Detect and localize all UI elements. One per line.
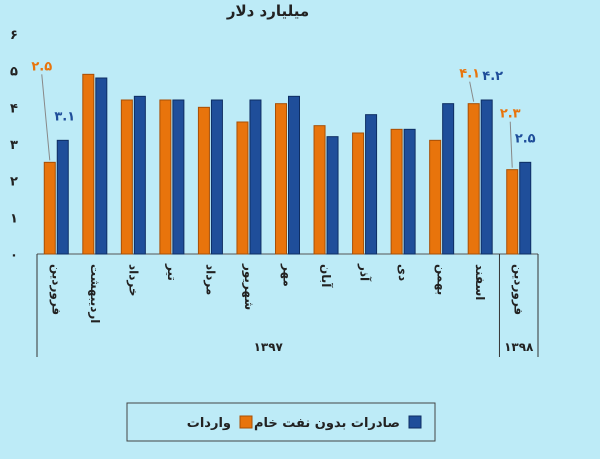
bar-imports	[275, 103, 287, 255]
category-label: آذر	[358, 263, 373, 282]
bar-imports	[82, 73, 95, 255]
group-labels: ۱۳۹۷ ۱۳۹۸	[36, 254, 539, 357]
category-label: مهر	[281, 263, 295, 287]
y-tick-label: ۶	[10, 28, 18, 43]
axes: ۰ ۱ ۲ ۳ ۴ ۵ ۶	[10, 28, 538, 263]
category-label: آبان	[319, 264, 334, 288]
bar-imports	[43, 161, 56, 255]
data-labels: ۲.۵ ۳.۱ ۴.۱ ۴.۲ ۲.۳ ۲.۵	[31, 59, 536, 168]
data-label: ۳.۱	[54, 109, 75, 124]
bar-exports	[442, 103, 455, 255]
bar-exports	[403, 128, 416, 255]
bar-exports	[326, 136, 339, 255]
legend-label: واردات	[187, 416, 231, 431]
y-tick-label: ۲	[10, 175, 18, 190]
bars	[43, 73, 532, 255]
y-tick-label: ۴	[10, 101, 18, 116]
data-label: ۴.۱	[459, 67, 480, 82]
bar-imports	[313, 125, 326, 255]
bar-exports	[365, 114, 378, 255]
bar-imports	[197, 106, 210, 255]
bar-exports	[56, 139, 69, 255]
group-label: ۱۳۹۸	[504, 340, 534, 354]
legend-swatch	[239, 415, 253, 429]
bar-exports	[133, 95, 146, 255]
bar-exports	[480, 99, 493, 255]
category-label: مرداد	[203, 264, 217, 295]
category-label: اسفند	[473, 264, 487, 300]
y-tick-label: ۰	[10, 248, 18, 263]
bar-imports	[120, 99, 133, 255]
legend-swatch	[408, 415, 422, 429]
label-leader-line	[41, 74, 51, 161]
bar-exports	[519, 161, 532, 255]
group-label: ۱۳۹۷	[254, 340, 284, 354]
bar-exports	[95, 77, 108, 255]
label-leader-line	[509, 121, 513, 168]
category-label: اردیبهشت	[88, 264, 102, 323]
category-labels: فروردین اردیبهشت خرداد تیر مرداد شهریور مهر آبا…	[48, 263, 525, 323]
legend-box	[126, 402, 436, 442]
category-label: بهمن	[435, 264, 449, 295]
bar-imports	[390, 128, 403, 255]
data-label: ۲.۵	[31, 59, 52, 74]
label-leader-line	[469, 81, 475, 102]
bar-exports	[210, 99, 223, 255]
y-tick-label: ۳	[10, 138, 18, 153]
category-label: فروردین	[48, 264, 63, 315]
bar-exports	[249, 99, 262, 255]
legend-label: صادرات بدون نفت خام	[254, 416, 400, 431]
bar-imports	[429, 139, 442, 255]
data-label: ۲.۳	[500, 107, 521, 122]
category-label: تیر	[165, 263, 179, 281]
bar-exports	[288, 95, 300, 255]
data-label: ۲.۵	[515, 131, 536, 146]
y-tick-label: ۵	[10, 65, 18, 80]
bar-imports	[506, 169, 519, 255]
bar-imports	[352, 132, 365, 255]
chart-title: میلیارد دلار	[226, 2, 309, 20]
category-label: دی	[396, 264, 410, 281]
bar-imports	[236, 121, 249, 255]
bar-imports	[159, 99, 172, 255]
category-label: خرداد	[126, 264, 140, 297]
legend: صادرات بدون نفت خام واردات	[126, 402, 436, 442]
category-label: شهریور	[241, 263, 256, 310]
bar-exports	[172, 99, 185, 255]
data-label: ۴.۲	[482, 69, 503, 84]
bar-imports	[467, 103, 480, 255]
y-tick-label: ۱	[10, 211, 18, 226]
category-label: فروردین	[511, 264, 526, 315]
